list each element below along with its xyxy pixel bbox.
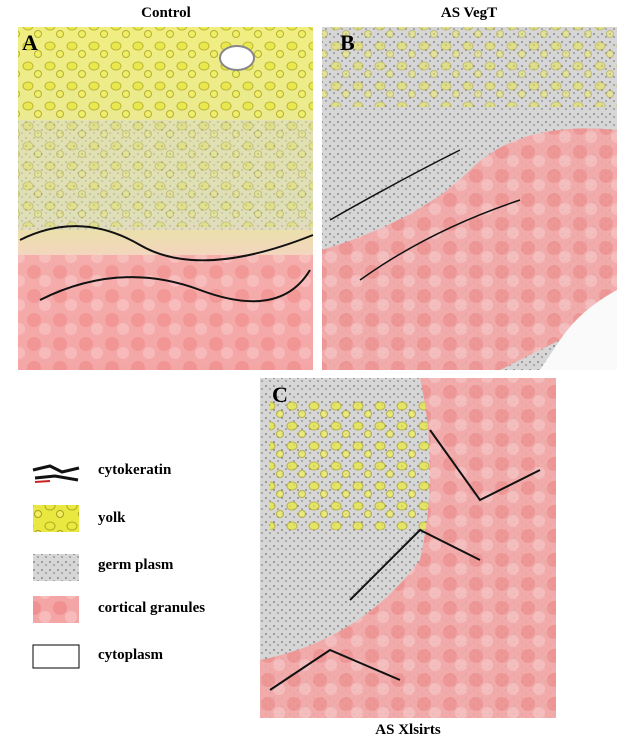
panel-title: Control: [141, 5, 191, 21]
legend-label: cytoplasm: [98, 647, 163, 663]
legend-swatches: [32, 460, 80, 669]
panel-label: B: [340, 30, 355, 55]
panel-label: A: [22, 30, 38, 55]
legend-label: yolk: [98, 510, 126, 526]
panel-a: A: [18, 27, 314, 370]
legend-label: cortical granules: [98, 600, 206, 616]
panel-label: C: [272, 382, 288, 407]
panel-b: B: [322, 27, 617, 370]
panel-c: C: [260, 378, 556, 718]
legend-label: germ plasm: [98, 557, 174, 573]
panel-title: AS Xlsirts: [375, 722, 441, 738]
panel-title: AS VegT: [440, 5, 498, 21]
legend-label: cytokeratin: [98, 462, 172, 478]
